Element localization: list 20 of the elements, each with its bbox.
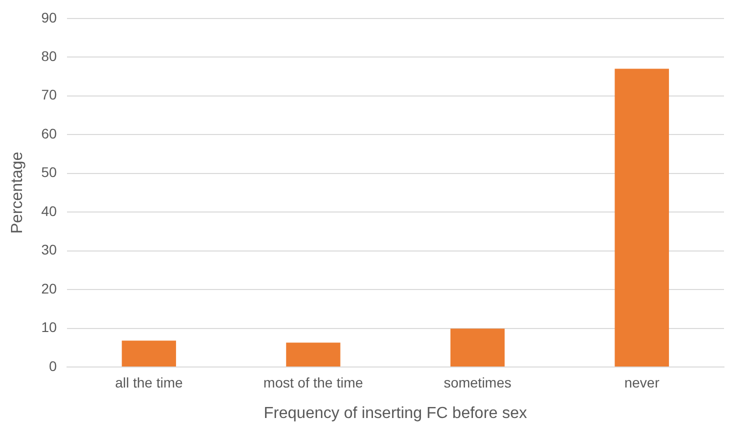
bar [614,68,669,366]
x-tick-label: all the time [115,374,183,390]
y-tick-label: 50 [41,164,57,180]
x-tick-label: most of the time [263,374,364,390]
y-tick-label: 70 [41,86,57,103]
x-tick-label: sometimes [444,374,512,390]
bar [122,340,176,366]
x-tick-label: never [624,374,660,390]
y-tick-label: 0 [48,358,57,374]
y-tick-label: 80 [41,48,57,64]
y-tick-label: 10 [41,319,57,336]
y-axis-title: Percentage [9,152,26,234]
y-tick-label: 20 [41,280,57,296]
y-tick-label: 90 [41,9,57,26]
y-tick-label: 30 [41,242,57,258]
bar [286,342,340,366]
bar [450,328,505,366]
x-axis-title: Frequency of inserting FC before sex [264,404,528,422]
y-tick-label: 60 [41,125,57,142]
y-tick-label: 40 [41,202,57,219]
